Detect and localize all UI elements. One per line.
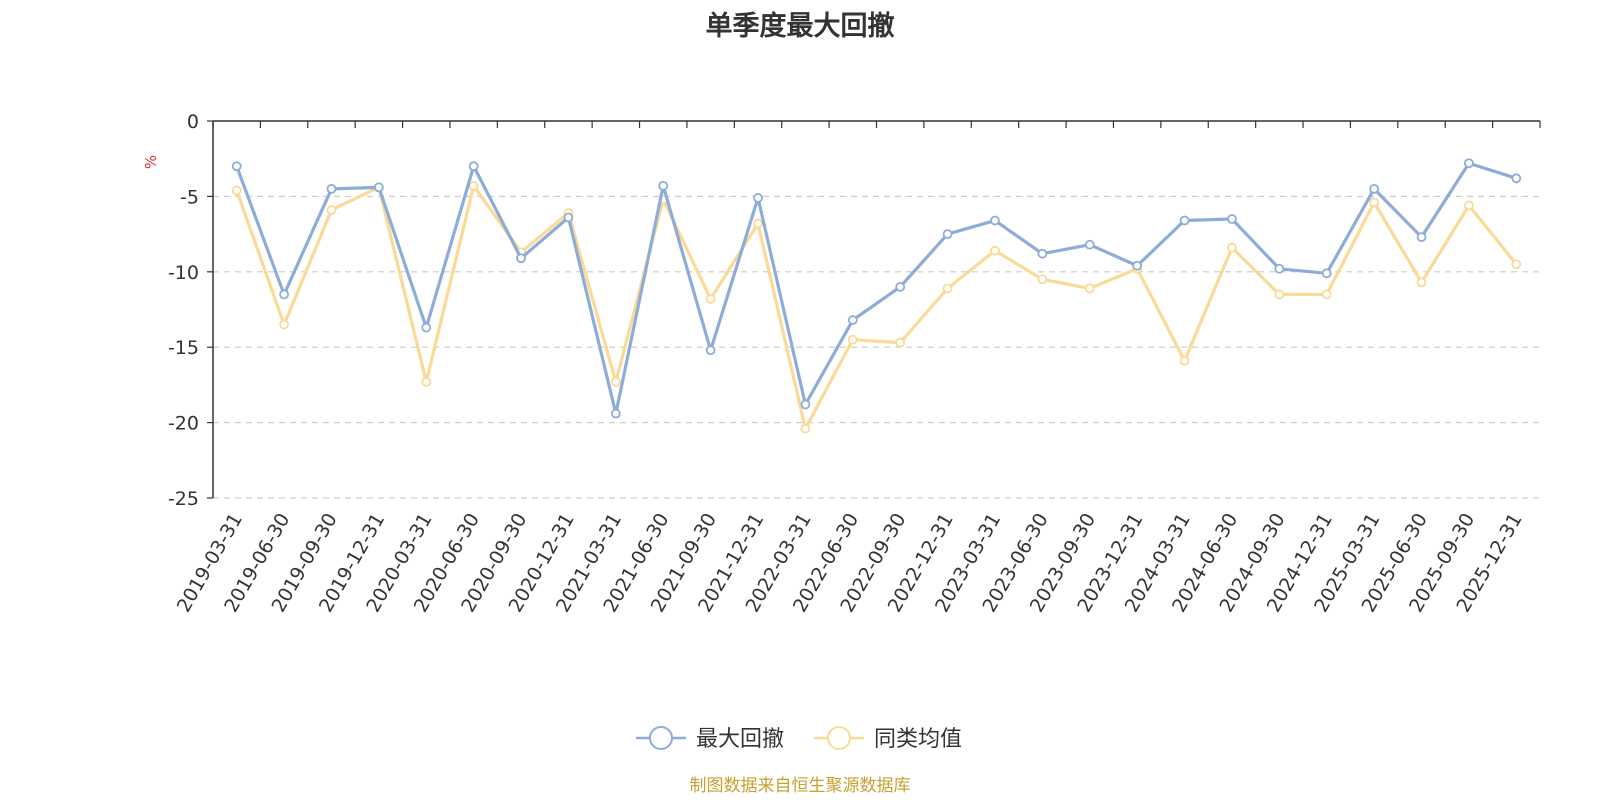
data-point: [753, 193, 763, 203]
legend-item-2[interactable]: 同类均值: [814, 726, 962, 752]
data-point: [326, 205, 337, 215]
data-point: [421, 322, 432, 333]
data-point: [373, 182, 384, 193]
data-point: [895, 337, 906, 348]
grid-lines: [213, 195, 1540, 499]
legend[interactable]: 最大回撤 同类均值: [636, 726, 962, 752]
data-point: [895, 281, 906, 292]
data-point: [563, 212, 574, 223]
data-point: [1321, 268, 1332, 279]
data-point: [1084, 283, 1095, 294]
legend-item-1[interactable]: 最大回撤: [636, 726, 784, 752]
data-point: [1227, 214, 1237, 224]
series-lines: [231, 158, 1522, 434]
y-unit-label: %: [142, 155, 160, 169]
data-point: [1274, 289, 1285, 300]
data-point: [516, 253, 526, 264]
source-note: 制图数据来自恒生聚源数据库: [689, 776, 911, 796]
series-line-1: [235, 161, 1517, 416]
y-tick-label: -20: [168, 413, 199, 435]
data-point: [847, 315, 858, 325]
data-point: [610, 376, 621, 387]
legend-label: 最大回撤: [696, 727, 784, 752]
data-point: [847, 334, 858, 345]
y-tick-label: -15: [168, 337, 199, 359]
data-point: [1416, 232, 1427, 243]
data-point: [1227, 242, 1237, 253]
data-point: [990, 215, 1000, 226]
y-tick-label: 0: [187, 111, 199, 133]
data-point: [231, 161, 242, 172]
data-point: [231, 185, 242, 196]
data-point: [1084, 239, 1095, 250]
data-point: [326, 183, 337, 194]
legend-label: 同类均值: [874, 727, 962, 752]
data-point: [1369, 197, 1380, 208]
y-tick-label: -5: [180, 186, 199, 208]
data-point: [468, 161, 479, 172]
legend-marker: [649, 726, 673, 750]
data-point: [279, 319, 289, 330]
data-point: [1511, 259, 1522, 270]
data-point: [800, 399, 811, 410]
data-point: [1274, 263, 1285, 274]
data-point: [658, 180, 669, 191]
data-point: [610, 408, 621, 419]
series-line-2: [235, 184, 1518, 431]
data-point: [1464, 158, 1474, 169]
data-point: [942, 283, 953, 294]
data-point: [1037, 248, 1048, 259]
data-point: [942, 229, 953, 240]
data-point: [1037, 274, 1048, 285]
data-point: [1416, 277, 1427, 288]
data-point: [1179, 355, 1190, 366]
data-point: [279, 289, 289, 300]
legend-marker: [827, 726, 851, 750]
chart-title: 单季度最大回撤: [705, 11, 895, 42]
data-point: [753, 218, 763, 229]
data-point: [1511, 173, 1522, 184]
data-point: [990, 245, 1000, 256]
y-tick-label: -25: [168, 488, 199, 510]
y-tick-label: -10: [168, 262, 199, 284]
data-point: [1464, 200, 1474, 211]
data-point: [800, 423, 811, 434]
data-point: [468, 180, 479, 191]
data-point: [1321, 289, 1332, 300]
data-point: [1132, 260, 1143, 271]
data-point: [1179, 215, 1190, 226]
data-point: [705, 345, 716, 356]
data-point: [421, 376, 432, 387]
data-point: [705, 294, 716, 304]
data-point: [1369, 183, 1380, 194]
